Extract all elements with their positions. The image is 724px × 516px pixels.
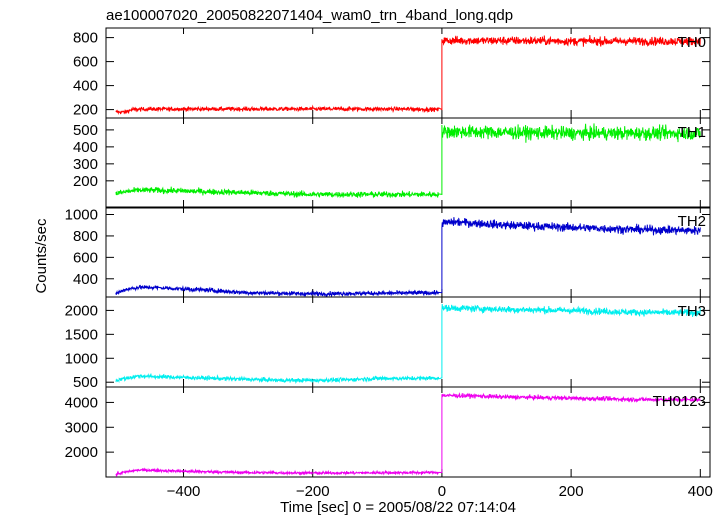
panel-label-th2: TH2 bbox=[678, 213, 706, 230]
panel-label-th0123: TH0123 bbox=[653, 393, 706, 410]
y-tick-label: 600 bbox=[73, 249, 98, 266]
panel-th0123: 2000 3000 4000 TH0123 bbox=[65, 386, 711, 478]
series-th2 bbox=[115, 217, 701, 298]
chart-title: ae100007020_20050822071404_wam0_trn_4ban… bbox=[106, 7, 513, 24]
y-tick-label: 1000 bbox=[65, 350, 98, 367]
y-tick-label: 300 bbox=[73, 156, 98, 173]
panel-th3: 500 1000 1500 2000 TH3 bbox=[65, 296, 711, 391]
panel-th2: 400 600 800 1000 TH2 bbox=[65, 206, 711, 298]
x-axis-label: Time [sec] 0 = 2005/08/22 07:14:04 bbox=[280, 499, 516, 516]
y-tick-label: 800 bbox=[73, 30, 98, 47]
series-th1 bbox=[115, 123, 701, 199]
series-th0123 bbox=[115, 392, 701, 477]
panel-label-th1: TH1 bbox=[678, 124, 706, 141]
y-tick-label: 500 bbox=[73, 122, 98, 139]
y-tick-label: 400 bbox=[73, 78, 98, 95]
y-tick-label: 400 bbox=[73, 271, 98, 288]
x-tick-label: −400 bbox=[167, 483, 201, 500]
y-tick-label: 1500 bbox=[65, 326, 98, 343]
panel-label-th3: TH3 bbox=[678, 303, 706, 320]
y-tick-label: 2000 bbox=[65, 444, 98, 461]
y-tick-label: 2000 bbox=[65, 302, 98, 319]
panel-label-th0: TH0 bbox=[678, 34, 706, 51]
x-tick-label: 400 bbox=[688, 483, 713, 500]
y-tick-label: 500 bbox=[73, 374, 98, 391]
y-tick-label: 3000 bbox=[65, 419, 98, 436]
y-tick-label: 4000 bbox=[65, 394, 98, 411]
x-tick-label: −200 bbox=[296, 483, 330, 500]
panel-frame bbox=[105, 117, 711, 209]
y-tick-label: 200 bbox=[73, 102, 98, 119]
y-tick-label: 1000 bbox=[65, 207, 98, 224]
panel-frame bbox=[105, 386, 711, 478]
series-th3 bbox=[115, 303, 701, 384]
y-tick-label: 600 bbox=[73, 54, 98, 71]
y-tick-label: 200 bbox=[73, 173, 98, 190]
y-axis-label: Counts/sec bbox=[33, 218, 50, 294]
x-tick-label: 200 bbox=[559, 483, 584, 500]
panel-th0: 200 400 600 800 TH0 bbox=[73, 27, 711, 119]
series-th0 bbox=[115, 35, 701, 116]
x-axis: −400 −200 0 200 400 bbox=[167, 483, 713, 500]
panel-frame bbox=[105, 206, 711, 298]
y-tick-label: 800 bbox=[73, 228, 98, 245]
x-tick-label: 0 bbox=[438, 483, 446, 500]
y-tick-label: 400 bbox=[73, 139, 98, 156]
